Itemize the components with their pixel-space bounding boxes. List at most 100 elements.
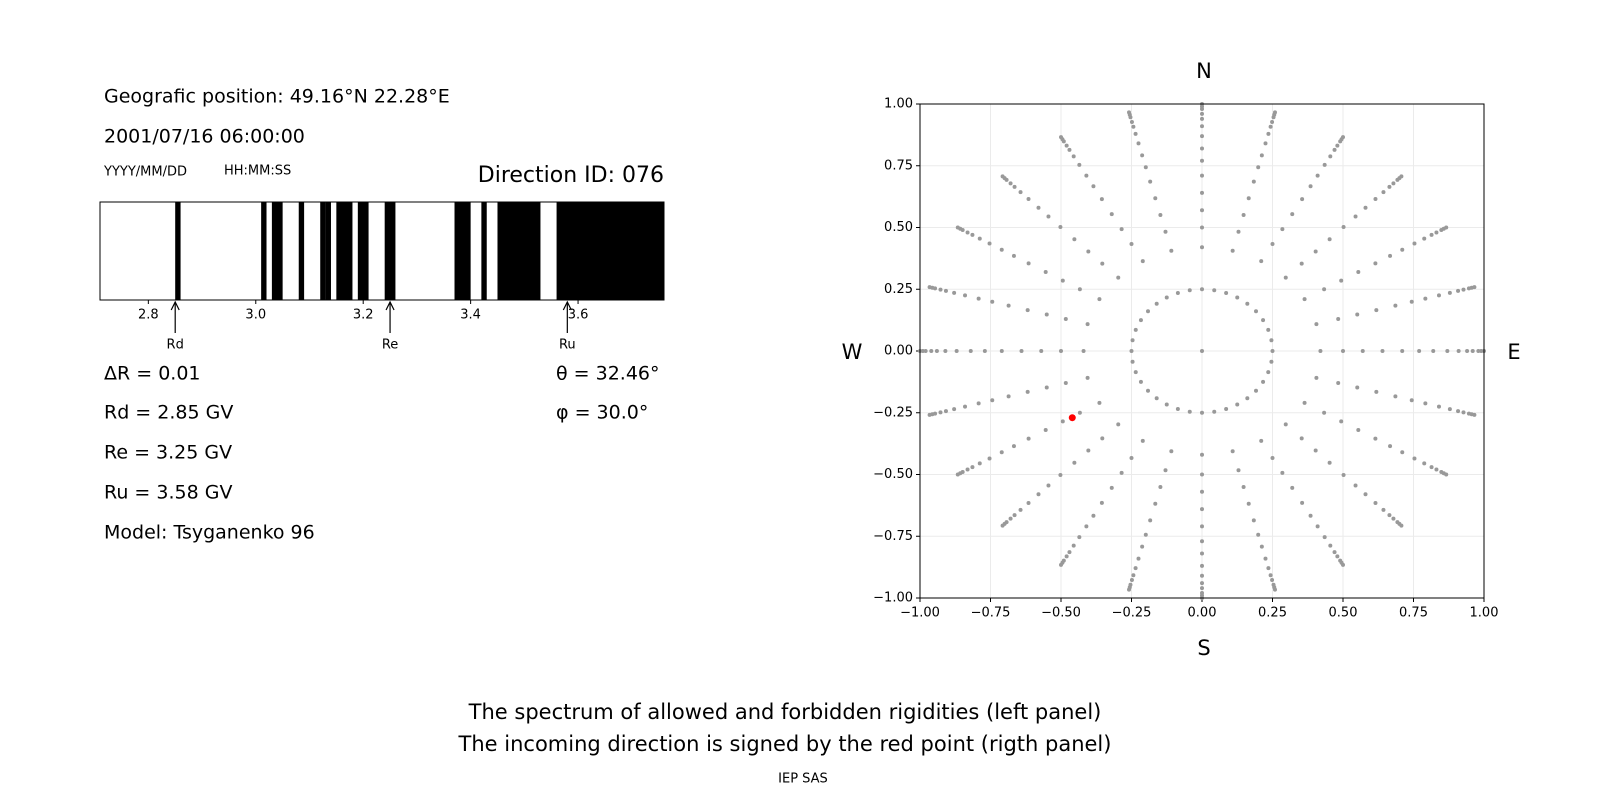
direction-point <box>977 236 982 241</box>
forbidden-band <box>497 202 541 300</box>
direction-point <box>1044 385 1049 390</box>
direction-point <box>1356 269 1361 274</box>
direction-point <box>923 349 928 353</box>
direction-point <box>1261 379 1266 384</box>
direction-point <box>1268 573 1273 578</box>
direction-point <box>1299 261 1304 266</box>
direction-point <box>1200 586 1204 591</box>
arrow-head <box>562 300 572 311</box>
direction-point <box>1412 456 1417 461</box>
direction-point <box>1200 452 1204 457</box>
direction-point <box>1116 275 1121 280</box>
direction-point <box>1266 566 1271 571</box>
x-tick-label: 0.25 <box>1258 606 1287 621</box>
direction-point <box>1300 197 1305 202</box>
direction-point <box>938 410 943 415</box>
direction-point <box>1302 297 1307 302</box>
direction-point <box>1322 535 1327 540</box>
direction-point <box>1270 349 1275 353</box>
direction-point <box>1064 554 1069 559</box>
direction-point <box>1461 287 1466 292</box>
y-tick-label: −1.00 <box>873 591 913 606</box>
x-tick-label: 2.8 <box>138 308 159 323</box>
direction-point <box>1169 449 1174 454</box>
direction-point <box>1187 409 1192 414</box>
direction-point <box>1099 500 1104 505</box>
x-tick-label: 3.6 <box>568 308 589 323</box>
direction-point <box>1313 448 1318 453</box>
direction-point <box>1133 327 1138 332</box>
direction-point <box>1119 227 1124 232</box>
direction-point <box>1212 409 1217 414</box>
direction-point <box>1224 290 1229 295</box>
direction-point <box>1145 388 1150 393</box>
direction-point <box>1246 501 1251 506</box>
marker-label: Ru <box>559 338 576 353</box>
direction-point <box>1456 409 1461 414</box>
direction-point <box>1270 455 1275 460</box>
y-tick-label: 0.75 <box>884 158 913 173</box>
direction-point <box>1300 500 1305 505</box>
direction-point <box>1148 179 1153 184</box>
direction-point <box>1200 539 1204 544</box>
direction-point <box>1071 154 1076 159</box>
direction-point <box>1200 287 1204 292</box>
direction-point <box>1259 438 1264 443</box>
direction-point <box>1129 349 1134 353</box>
direction-point <box>1393 303 1398 308</box>
forbidden-band <box>175 202 181 300</box>
direction-point <box>1302 400 1307 405</box>
direction-point <box>1097 400 1102 405</box>
direction-point <box>1341 349 1345 353</box>
forbidden-band <box>271 202 283 300</box>
direction-point <box>1008 181 1013 186</box>
direction-point <box>1335 143 1340 148</box>
direction-point <box>1314 322 1319 327</box>
forbidden-band <box>336 202 353 300</box>
direction-point <box>1127 110 1132 115</box>
direction-point <box>1236 229 1241 234</box>
direction-point <box>1423 296 1428 301</box>
x-tick-label: −0.25 <box>1112 606 1152 621</box>
direction-point <box>1140 438 1145 443</box>
direction-point <box>1081 349 1086 353</box>
direction-point <box>1077 287 1082 292</box>
x-tick-label: 0.50 <box>1329 606 1358 621</box>
direction-point <box>1200 111 1204 116</box>
direction-point <box>1353 483 1358 488</box>
y-tick-label: −0.50 <box>873 467 913 482</box>
direction-point <box>1200 573 1204 578</box>
x-tick-label: −0.75 <box>971 606 1011 621</box>
phi-text: φ = 30.0° <box>556 402 648 424</box>
direction-point <box>1251 179 1256 184</box>
direction-point <box>1431 349 1436 353</box>
position: Geografic position: 49.16°N 22.28°E <box>104 86 450 108</box>
direction-point <box>1026 500 1031 505</box>
direction-point <box>1332 550 1337 555</box>
direction-point <box>1336 380 1341 385</box>
direction-point <box>1280 227 1285 232</box>
direction-point <box>1315 173 1320 178</box>
direction-point <box>1143 165 1148 170</box>
direction-point <box>1071 543 1076 548</box>
direction-point <box>1259 153 1264 158</box>
direction-point <box>1200 134 1204 139</box>
direction-point <box>1200 563 1204 568</box>
direction-point <box>1140 544 1145 549</box>
direction-point <box>927 285 932 290</box>
direction-point <box>1374 308 1379 313</box>
direction-point <box>1436 293 1441 298</box>
direction-point <box>1012 513 1017 518</box>
direction-point <box>1224 407 1229 412</box>
direction-point <box>1059 562 1063 567</box>
direction-point <box>1127 587 1132 592</box>
direction-point <box>1341 135 1345 140</box>
direction-point <box>1008 516 1013 521</box>
direction-point <box>1154 396 1159 401</box>
direction-point <box>1091 184 1096 189</box>
direction-point <box>1266 370 1271 375</box>
direction-point <box>1164 295 1169 300</box>
direction-point <box>1044 312 1049 317</box>
direction-point <box>1133 131 1138 136</box>
direction-point <box>999 450 1004 455</box>
